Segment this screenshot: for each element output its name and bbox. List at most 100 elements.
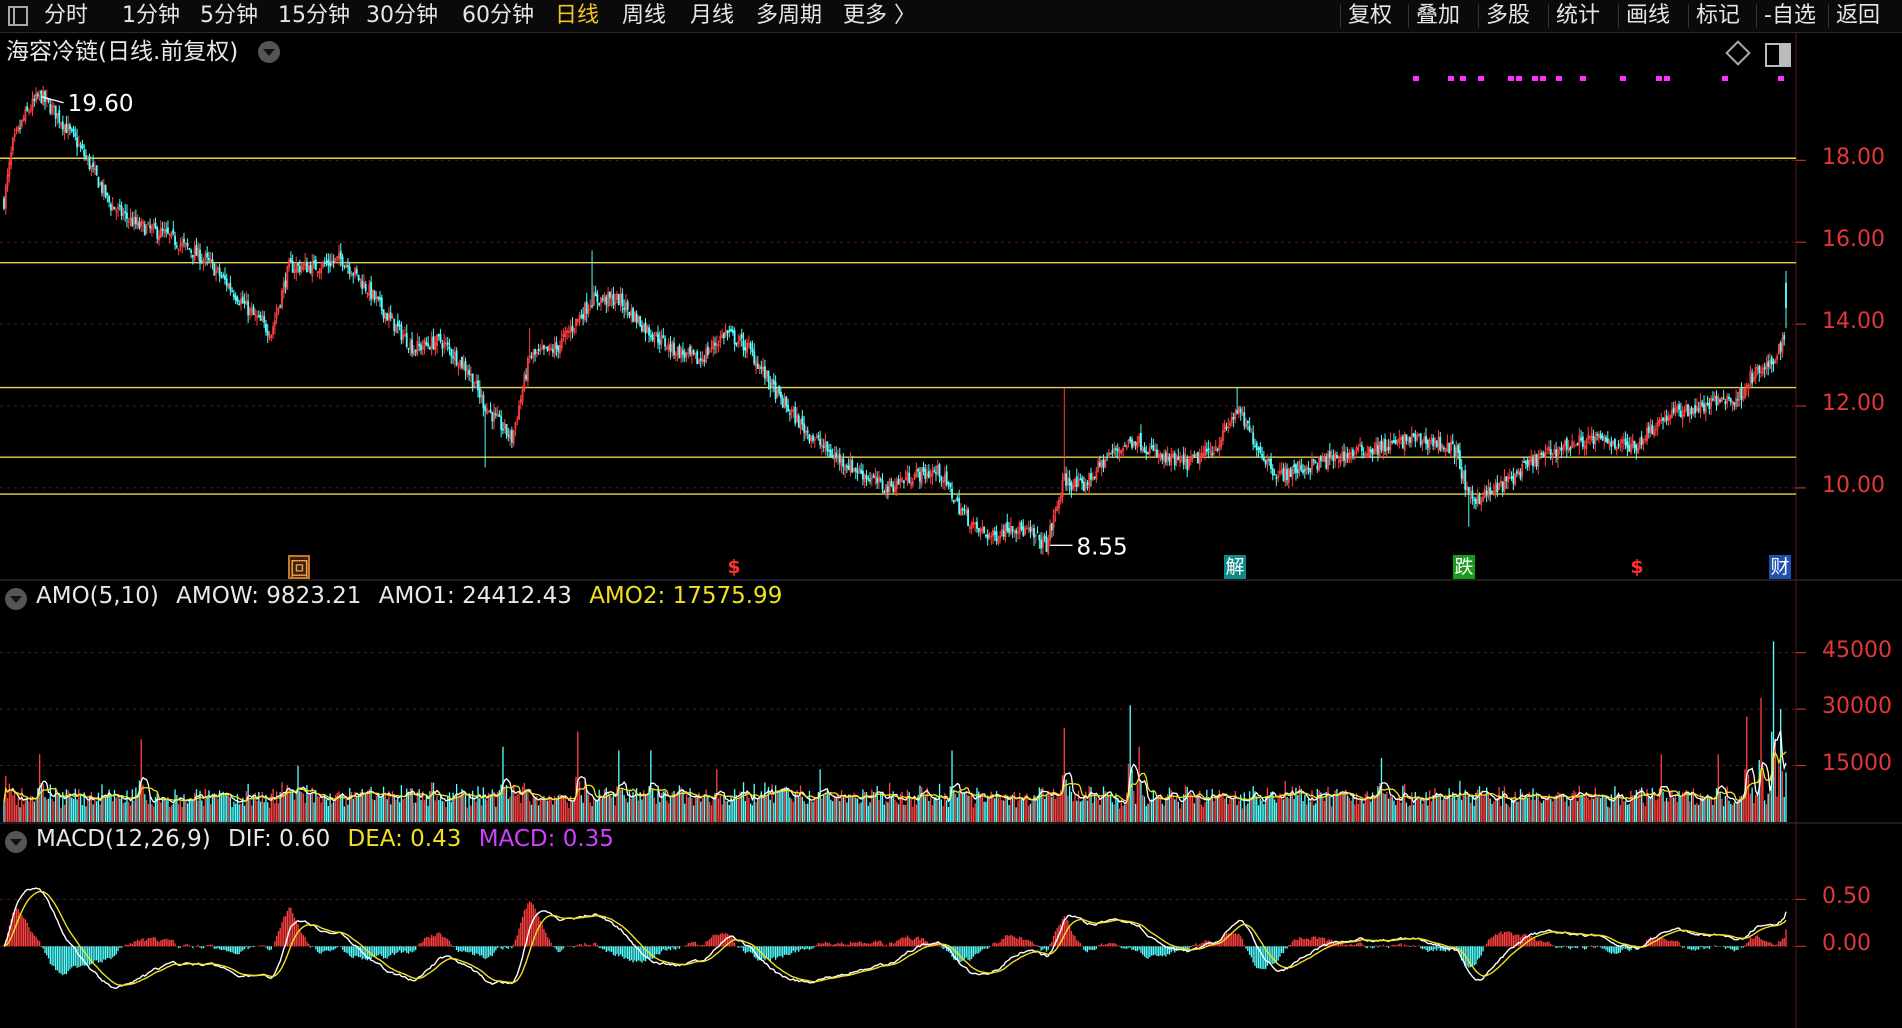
candle-body <box>589 305 592 308</box>
candle-body <box>1166 453 1169 461</box>
candle-body <box>90 165 93 170</box>
period-tab-1[interactable]: 1分钟 <box>122 3 180 28</box>
period-tab-9[interactable]: 多周期 <box>756 3 823 28</box>
candle-body <box>1188 458 1190 468</box>
candle-body <box>140 220 143 227</box>
candle-body <box>1555 449 1558 457</box>
candle-body <box>1031 528 1034 531</box>
period-tab-10[interactable]: 更多 〉 <box>843 3 916 28</box>
period-tab-7[interactable]: 周线 <box>622 3 667 28</box>
candle-body <box>1638 438 1641 449</box>
candle-body <box>266 330 269 336</box>
tool-button-6[interactable]: -自选 <box>1764 3 1816 28</box>
candle-body <box>1245 423 1247 428</box>
period-tab-6[interactable]: 日线 <box>555 3 600 28</box>
period-tab-3[interactable]: 15分钟 <box>278 3 350 28</box>
candle-body <box>1423 436 1426 442</box>
candle-body <box>838 453 841 463</box>
candle-body <box>605 296 608 305</box>
candle-body <box>177 248 180 251</box>
candle-body <box>888 479 891 493</box>
candle-body <box>874 475 877 479</box>
tool-button-5[interactable]: 标记 <box>1696 3 1741 28</box>
candle-body <box>967 509 969 526</box>
event-marker-blue[interactable]: 财 <box>1769 555 1791 579</box>
candle-body <box>1255 443 1258 451</box>
candle-body <box>790 410 793 413</box>
candle-body <box>917 468 920 472</box>
candle-body <box>391 316 394 319</box>
candle-body <box>272 326 275 335</box>
event-marker-green[interactable]: 跌 <box>1453 555 1475 579</box>
candle-body <box>489 409 492 412</box>
chevron-down-icon[interactable] <box>258 41 280 63</box>
candle-body <box>430 336 433 349</box>
event-marker-box-orange[interactable]: 回 <box>288 555 310 580</box>
tool-button-2[interactable]: 多股 <box>1486 3 1531 28</box>
candle-body <box>1193 454 1196 458</box>
candle-body <box>208 257 210 261</box>
candle-body <box>694 352 697 355</box>
candle-body <box>1578 435 1581 447</box>
candle-body <box>1517 470 1520 475</box>
candle-body <box>1537 455 1540 467</box>
period-tab-4[interactable]: 30分钟 <box>366 3 438 28</box>
candle-body <box>920 467 923 485</box>
event-marker-teal[interactable]: 解 <box>1224 555 1246 579</box>
period-tab-0[interactable]: 分时 <box>44 3 89 28</box>
candle-body <box>445 342 447 345</box>
event-marker-red-dollar[interactable]: $ <box>727 556 741 578</box>
candle-body <box>567 330 570 333</box>
candle-body <box>1612 441 1615 445</box>
candle-body <box>1507 475 1509 482</box>
layout-toggle-icon[interactable] <box>1765 43 1791 67</box>
candle-body <box>1403 434 1406 452</box>
candle-body <box>648 327 651 336</box>
candle-body <box>1421 441 1424 444</box>
candle-body <box>559 345 561 354</box>
candle-body <box>1478 494 1481 504</box>
candle-body <box>279 305 282 307</box>
candle-body <box>603 294 606 302</box>
tool-button-1[interactable]: 叠加 <box>1416 3 1461 28</box>
macd-label: MACD: <box>478 826 556 852</box>
candle-body <box>412 350 415 356</box>
candle-body <box>1164 452 1167 463</box>
candle-body <box>1720 396 1723 402</box>
candle-body <box>1512 475 1515 484</box>
candle-body <box>1125 445 1128 449</box>
candle-body <box>1025 527 1028 530</box>
tool-button-7[interactable]: 返回 <box>1836 3 1881 28</box>
candle-body <box>1410 433 1413 443</box>
candle-body <box>1496 482 1499 493</box>
chevron-down-icon[interactable] <box>5 588 27 610</box>
tool-button-4[interactable]: 画线 <box>1626 3 1671 28</box>
sidebar-toggle-icon[interactable] <box>8 6 28 26</box>
candle-body <box>1056 506 1059 511</box>
candle-body <box>24 109 27 122</box>
candle-body <box>610 295 613 300</box>
candle-body <box>54 105 57 119</box>
candle-body <box>1548 447 1550 451</box>
signal-dot <box>1516 76 1522 81</box>
candle-body <box>1444 448 1447 452</box>
candle-body <box>439 334 442 342</box>
tool-button-3[interactable]: 统计 <box>1556 3 1601 28</box>
candle-body <box>840 457 843 466</box>
candle-body <box>109 204 112 211</box>
candle-body <box>288 259 291 268</box>
period-tab-5[interactable]: 60分钟 <box>462 3 534 28</box>
candle-body <box>154 222 157 229</box>
candle-body <box>158 235 160 241</box>
tool-button-0[interactable]: 复权 <box>1348 3 1393 28</box>
chevron-down-icon[interactable] <box>5 831 27 853</box>
period-tab-8[interactable]: 月线 <box>690 3 735 28</box>
event-marker-red-dollar[interactable]: $ <box>1630 556 1644 578</box>
candle-body <box>910 482 912 486</box>
period-tab-2[interactable]: 5分钟 <box>200 3 258 28</box>
candle-body <box>1049 525 1051 541</box>
candle-body <box>591 305 593 307</box>
candle-body <box>395 323 397 333</box>
candle-body <box>719 336 722 343</box>
